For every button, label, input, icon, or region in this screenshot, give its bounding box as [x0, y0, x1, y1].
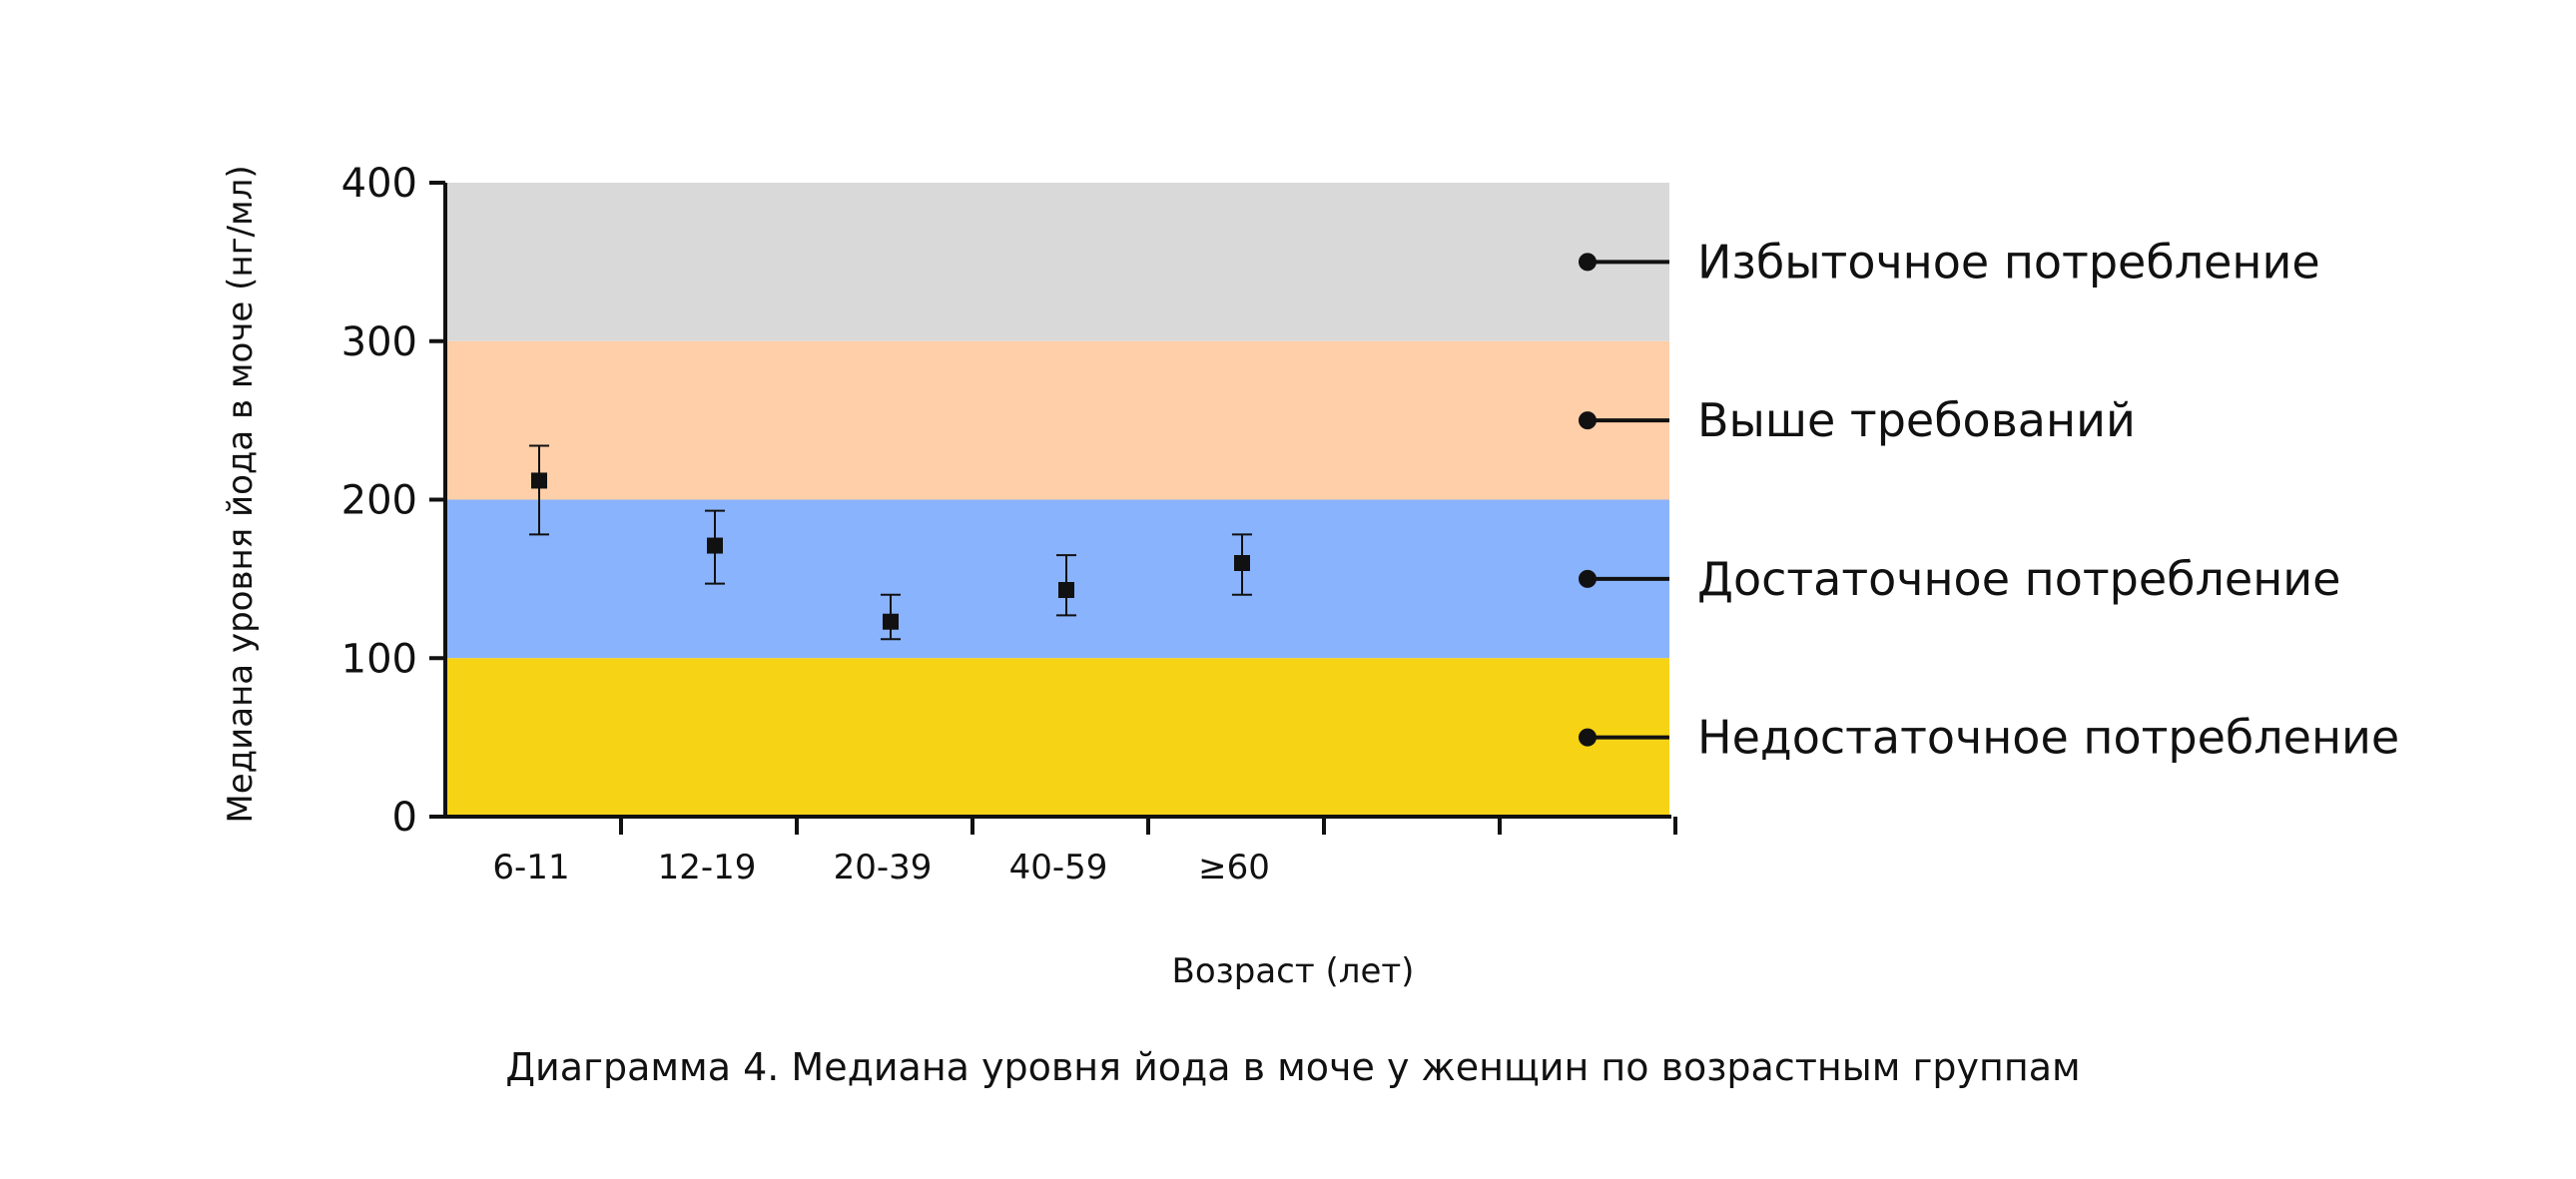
- y-tick-label-2: 200: [341, 478, 417, 524]
- x-axis-label: Возраст (лет): [1172, 951, 1415, 991]
- band-label-3: Недостаточное потребление: [1697, 711, 2399, 765]
- y-tick-label-3: 300: [341, 319, 417, 365]
- x-tick-label-4: ≥60: [1198, 848, 1270, 887]
- band-label-1: Выше требований: [1697, 393, 2136, 447]
- data-point-group-1: [705, 509, 725, 585]
- data-point-group-3: [1056, 554, 1076, 617]
- data-point-3: [1058, 581, 1074, 598]
- band-label-2: Достаточное потребление: [1697, 552, 2340, 606]
- data-point-group-0: [529, 444, 549, 536]
- x-tick-label-0: 6-11: [492, 848, 569, 887]
- band-2: [445, 499, 1669, 659]
- x-tick-label-3: 40-59: [1009, 848, 1108, 887]
- y-tick-label-4: 400: [341, 161, 417, 207]
- band-3: [445, 658, 1669, 817]
- band-label-0: Избыточное потребление: [1697, 235, 2320, 289]
- y-tick-label-0: 0: [392, 795, 417, 841]
- y-axis-label: Медиана уровня йода в моче (нг/мл): [221, 165, 261, 823]
- chart-caption: Диаграмма 4. Медиана уровня йода в моче …: [505, 1045, 2080, 1089]
- legend-layer: Избыточное потребление Выше требований Дос…: [1579, 235, 2399, 765]
- x-tick-label-2: 20-39: [834, 848, 933, 887]
- x-tick-label-1: 12-19: [658, 848, 757, 887]
- data-point-1: [707, 537, 723, 554]
- data-point-group-2: [881, 593, 901, 641]
- y-tick-label-1: 100: [341, 636, 417, 682]
- band-0: [445, 183, 1669, 341]
- bands-layer: [445, 183, 1669, 817]
- points-layer: [529, 444, 1252, 641]
- data-point-2: [883, 613, 899, 630]
- band-1: [445, 340, 1669, 500]
- axes-layer: 0 100 200 300 400 6-11 12-19 20-39 40-59 ≥60: [341, 161, 1677, 887]
- data-point-4: [1234, 555, 1250, 571]
- data-point-group-4: [1232, 533, 1252, 596]
- data-point-0: [531, 472, 547, 489]
